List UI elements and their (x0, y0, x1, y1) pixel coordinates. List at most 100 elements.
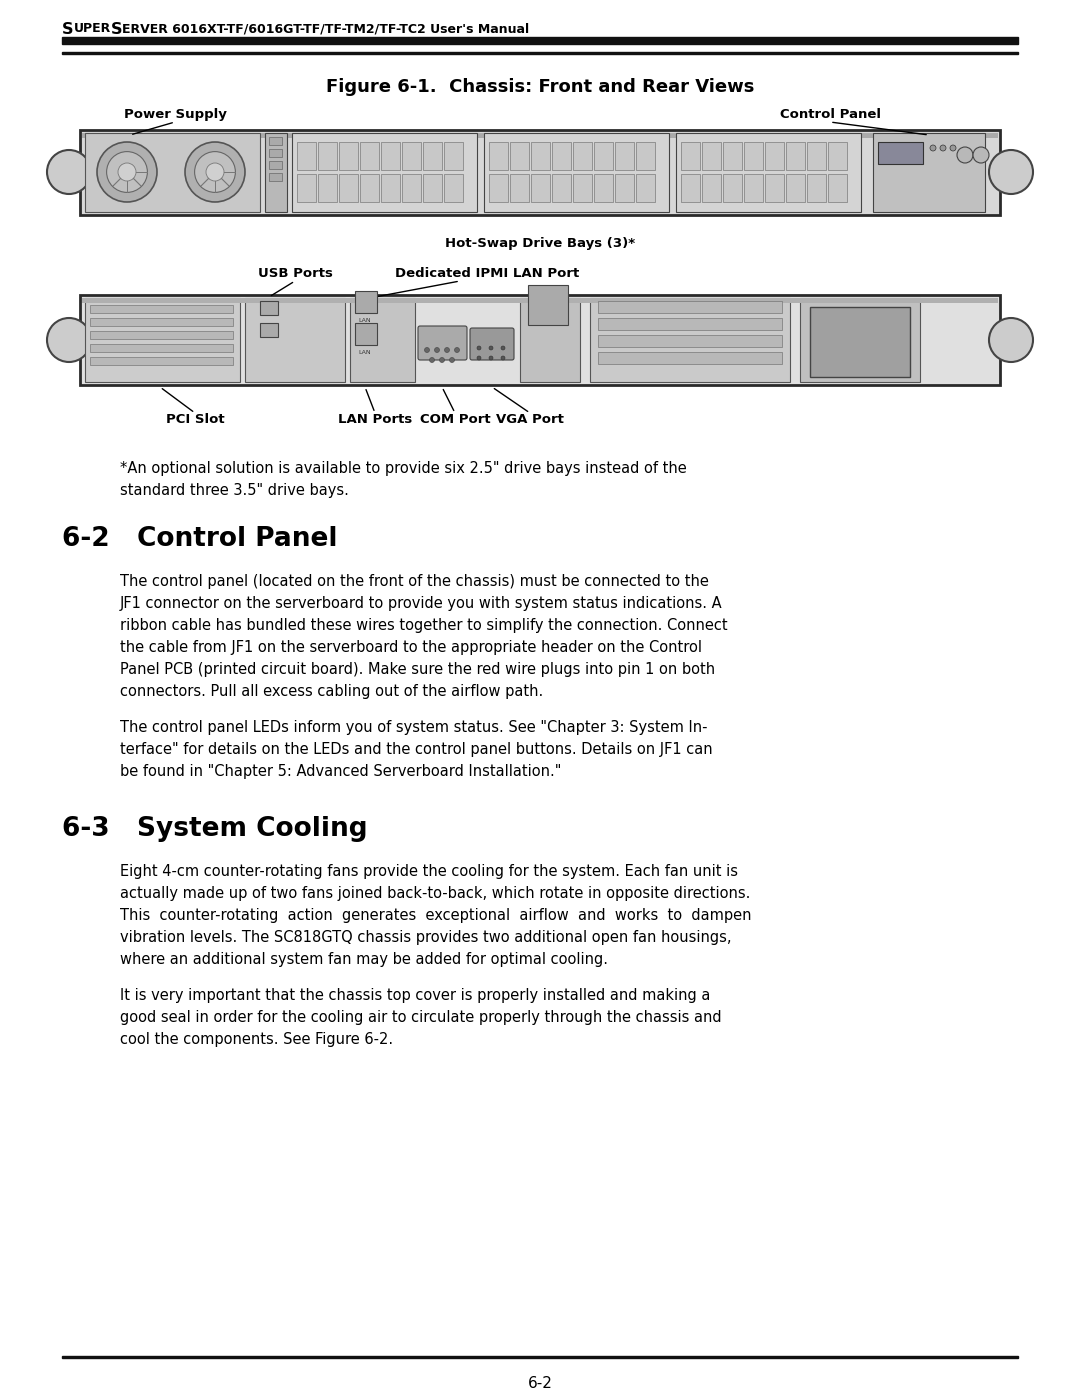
Bar (489, 175, 508, 203)
Bar (744, 142, 762, 170)
Text: vibration levels. The SC818GTQ chassis provides two additional open fan housings: vibration levels. The SC818GTQ chassis p… (120, 930, 731, 944)
Text: ribbon cable has bundled these wires together to simplify the connection. Connec: ribbon cable has bundled these wires tog… (120, 617, 728, 633)
Text: good seal in order for the cooling air to circulate properly through the chassis: good seal in order for the cooling air t… (120, 1010, 721, 1025)
Text: This  counter-rotating  action  generates  exceptional  airflow  and  works  to : This counter-rotating action generates e… (120, 908, 752, 923)
Bar (355, 323, 377, 345)
Bar (80, 295, 1000, 386)
Bar (531, 142, 550, 170)
Text: the cable from JF1 on the serverboard to the appropriate header on the Control: the cable from JF1 on the serverboard to… (120, 640, 702, 655)
Bar (85, 133, 260, 212)
Circle shape (107, 152, 147, 193)
Bar (269, 149, 282, 156)
Circle shape (940, 145, 946, 151)
Bar (573, 175, 592, 203)
Bar (269, 161, 282, 169)
Bar (598, 319, 782, 330)
Bar (423, 175, 442, 203)
Bar (82, 298, 998, 303)
Text: 6-2: 6-2 (527, 1376, 553, 1391)
Bar (786, 175, 805, 203)
Circle shape (206, 163, 224, 182)
Text: The control panel (located on the front of the chassis) must be connected to the: The control panel (located on the front … (120, 574, 708, 590)
Text: Dedicated IPMI LAN Port: Dedicated IPMI LAN Port (395, 267, 579, 279)
Bar (350, 298, 415, 381)
Bar (269, 173, 282, 182)
Bar (269, 137, 282, 145)
Bar (878, 142, 923, 163)
Bar (292, 133, 477, 212)
Bar (636, 175, 654, 203)
Text: Eight 4-cm counter-rotating fans provide the cooling for the system. Each fan un: Eight 4-cm counter-rotating fans provide… (120, 863, 738, 879)
Circle shape (185, 142, 245, 203)
Bar (807, 175, 826, 203)
Bar (444, 142, 463, 170)
Circle shape (445, 348, 449, 352)
Circle shape (477, 356, 481, 360)
Bar (297, 142, 316, 170)
Bar (85, 298, 240, 381)
Bar (807, 142, 826, 170)
Text: VGA Port: VGA Port (496, 414, 564, 426)
Circle shape (48, 319, 91, 362)
Text: LAN: LAN (357, 351, 370, 355)
Bar (800, 298, 920, 381)
Bar (360, 175, 379, 203)
Bar (510, 175, 529, 203)
Text: USB Ports: USB Ports (257, 267, 333, 279)
Text: JF1 connector on the serverboard to provide you with system status indications. : JF1 connector on the serverboard to prov… (120, 597, 723, 610)
Circle shape (97, 142, 157, 203)
Text: UPER: UPER (73, 22, 111, 35)
Text: cool the components. See Figure 6-2.: cool the components. See Figure 6-2. (120, 1032, 393, 1046)
Bar (615, 175, 634, 203)
Bar (552, 142, 571, 170)
Bar (62, 1355, 1018, 1358)
FancyBboxPatch shape (418, 326, 467, 360)
Bar (590, 298, 789, 381)
Text: S: S (111, 22, 122, 36)
Bar (90, 331, 233, 339)
Bar (598, 335, 782, 346)
Circle shape (434, 348, 440, 352)
Circle shape (455, 348, 459, 352)
Bar (615, 142, 634, 170)
Bar (402, 142, 421, 170)
Bar (318, 175, 337, 203)
Bar (381, 175, 400, 203)
Bar (360, 142, 379, 170)
Circle shape (194, 152, 235, 193)
Circle shape (424, 348, 430, 352)
Bar (636, 142, 654, 170)
Text: PCI Slot: PCI Slot (165, 414, 225, 426)
Bar (723, 142, 742, 170)
Bar (723, 175, 742, 203)
Bar (810, 307, 910, 377)
Circle shape (973, 147, 989, 163)
Text: It is very important that the chassis top cover is properly installed and making: It is very important that the chassis to… (120, 988, 711, 1003)
Bar (744, 175, 762, 203)
Text: LAN: LAN (357, 319, 370, 323)
Bar (489, 142, 508, 170)
Circle shape (930, 145, 936, 151)
Bar (339, 142, 357, 170)
Circle shape (477, 346, 481, 351)
Bar (702, 142, 721, 170)
Text: 6-3   System Cooling: 6-3 System Cooling (62, 816, 367, 842)
Circle shape (118, 163, 136, 182)
Bar (90, 358, 233, 365)
Bar (260, 323, 278, 337)
Bar (598, 352, 782, 365)
Bar (681, 142, 700, 170)
Circle shape (957, 147, 973, 163)
Bar (80, 130, 1000, 215)
Circle shape (989, 149, 1032, 194)
Text: Figure 6-1.  Chassis: Front and Rear Views: Figure 6-1. Chassis: Front and Rear View… (326, 78, 754, 96)
Bar (381, 142, 400, 170)
Bar (260, 300, 278, 314)
Text: LAN Ports: LAN Ports (338, 414, 413, 426)
Text: ERVER 6016XT-TF/6016GT-TF/TF-TM2/TF-TC2 User's Manual: ERVER 6016XT-TF/6016GT-TF/TF-TM2/TF-TC2 … (122, 22, 529, 35)
Circle shape (501, 346, 505, 351)
Bar (265, 133, 287, 212)
Bar (484, 133, 669, 212)
Bar (82, 133, 998, 138)
Circle shape (489, 356, 492, 360)
